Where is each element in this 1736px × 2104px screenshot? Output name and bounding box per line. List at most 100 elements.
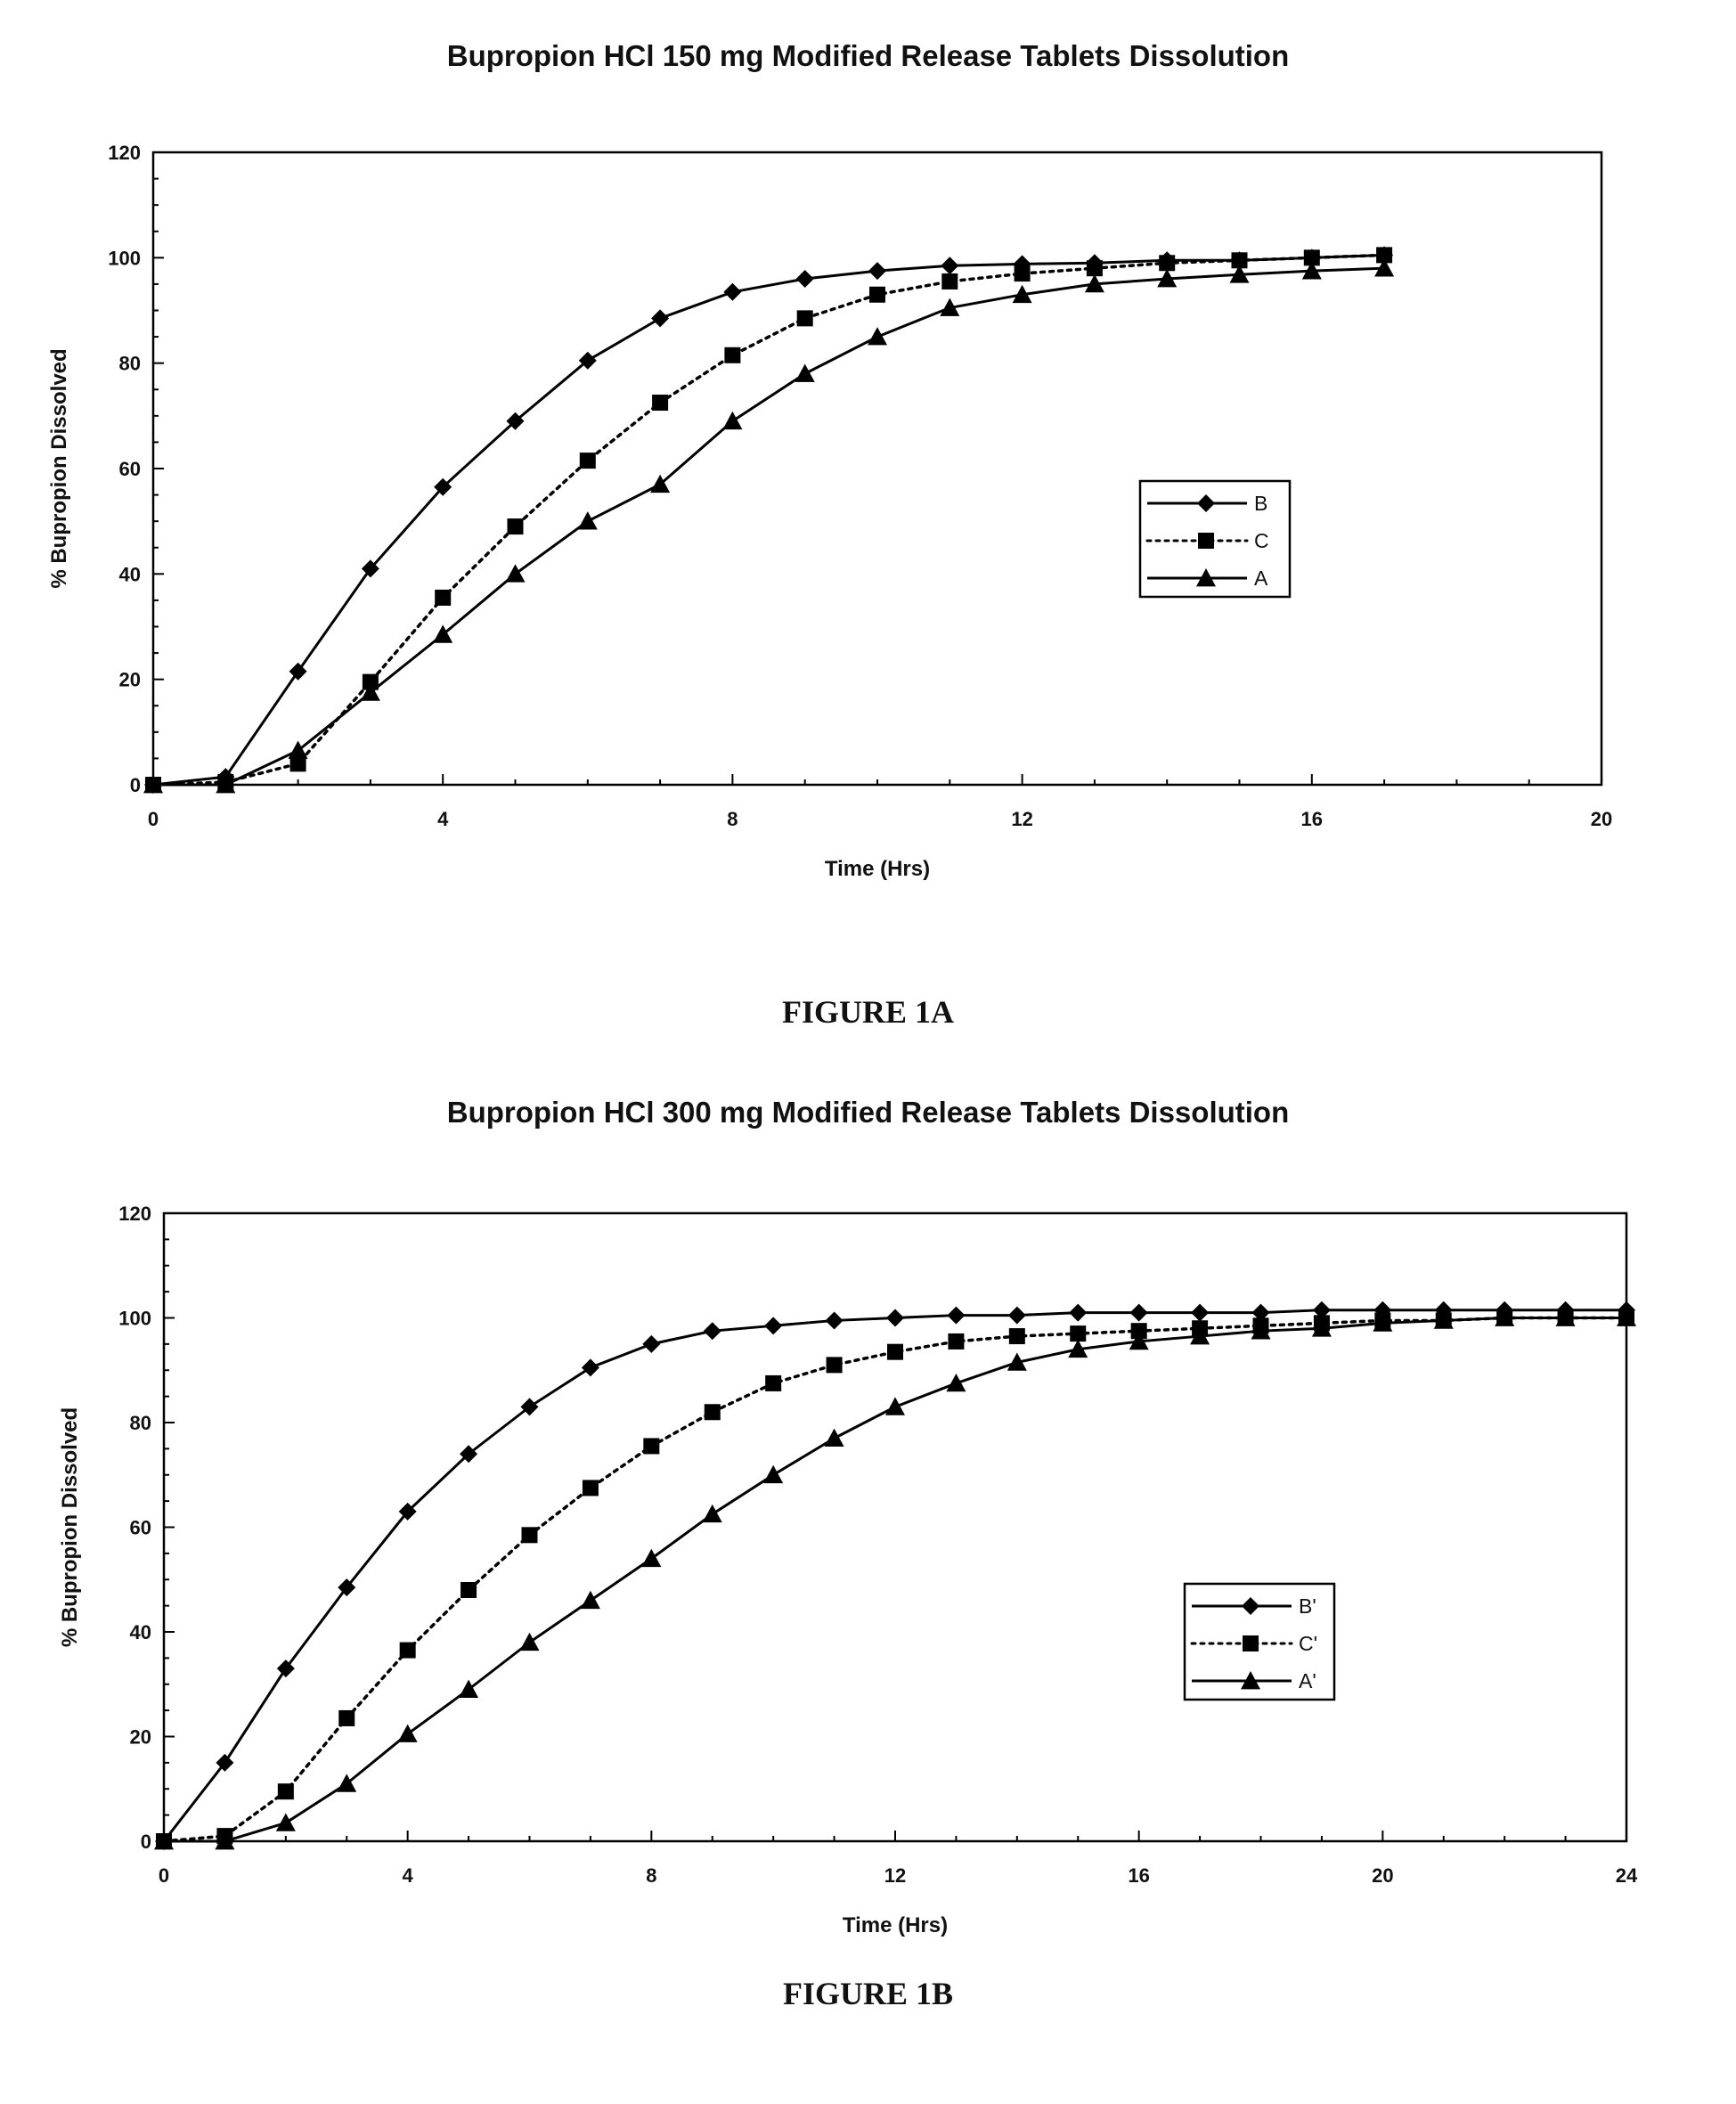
data-point-c xyxy=(887,1343,903,1360)
series-line-c xyxy=(151,253,1386,787)
series-line-c xyxy=(162,1316,1628,1843)
plot-frame xyxy=(162,1211,1628,1843)
data-point-c xyxy=(1376,247,1393,264)
data-point-a xyxy=(360,682,380,701)
y-tick-label: 0 xyxy=(141,1831,151,1853)
legend-marker-c xyxy=(1198,533,1214,549)
series-line-b xyxy=(152,253,1385,787)
data-point-b xyxy=(398,1502,417,1521)
data-point-a xyxy=(824,1428,844,1447)
data-point-c xyxy=(1008,1328,1025,1345)
data-point-c xyxy=(1014,265,1031,282)
data-point-a xyxy=(1129,1331,1149,1350)
data-point-a xyxy=(1190,1326,1210,1345)
legend: B' C' A' xyxy=(1183,1582,1336,1701)
x-tick-label: 12 xyxy=(1011,808,1032,830)
data-point-b xyxy=(886,1309,904,1327)
data-point-b xyxy=(795,270,814,288)
data-point-a xyxy=(580,1590,600,1610)
series-c xyxy=(145,247,1393,793)
data-point-b xyxy=(1007,1306,1026,1325)
y-tick-label: 120 xyxy=(118,1203,151,1225)
data-point-b xyxy=(723,282,742,301)
chart-title-1b: Bupropion HCl 300 mg Modified Release Ta… xyxy=(446,1096,1290,1129)
data-point-c xyxy=(435,589,452,606)
y-tick-label: 40 xyxy=(130,1621,151,1643)
data-point-a xyxy=(650,474,671,493)
y-tick-label: 100 xyxy=(108,247,141,269)
x-tick-label: 4 xyxy=(403,1864,414,1887)
data-point-a xyxy=(1311,1318,1332,1337)
data-point-c xyxy=(643,1438,660,1455)
data-point-a xyxy=(763,1464,784,1484)
y-axis-title: % Bupropion Dissolved xyxy=(47,348,71,588)
data-point-b xyxy=(1251,1303,1270,1322)
data-point-a xyxy=(795,363,815,382)
y-tick-label: 40 xyxy=(119,563,141,585)
data-point-b xyxy=(868,262,886,281)
series-b xyxy=(155,1301,1635,1850)
x-tick-label: 24 xyxy=(1616,1864,1638,1887)
data-point-a xyxy=(275,1813,296,1831)
x-tick-label: 12 xyxy=(884,1864,906,1887)
x-tick-label: 20 xyxy=(1372,1864,1393,1887)
data-point-c xyxy=(338,1709,355,1726)
chart-1a: 0 20 40 60 80 100 120 0 4 8 12 16 20 Time (Hrs) % Bupr… xyxy=(47,142,1612,881)
data-point-b xyxy=(825,1311,844,1330)
figure-caption-1b: FIGURE 1B xyxy=(782,1976,954,2011)
data-point-c xyxy=(1086,260,1103,277)
y-tick-label: 60 xyxy=(130,1517,151,1539)
data-point-a xyxy=(868,327,887,346)
data-point-b xyxy=(460,1445,478,1464)
data-point-b xyxy=(1312,1301,1331,1319)
data-point-c xyxy=(507,518,524,535)
data-point-a xyxy=(946,1373,966,1392)
data-point-c xyxy=(1159,255,1176,272)
data-point-a xyxy=(1495,1308,1515,1326)
data-point-b xyxy=(578,351,597,370)
data-point-c xyxy=(579,453,596,469)
x-tick-label: 16 xyxy=(1128,1864,1149,1887)
data-point-c xyxy=(362,673,379,690)
data-point-a xyxy=(1301,261,1322,280)
x-tick-label: 8 xyxy=(646,1864,656,1887)
data-point-c xyxy=(1130,1323,1147,1340)
data-point-b xyxy=(276,1660,295,1678)
y-axis-title: % Bupropion Dissolved xyxy=(58,1407,82,1647)
data-point-b xyxy=(947,1306,966,1325)
series-c xyxy=(156,1309,1634,1849)
data-point-a xyxy=(505,564,526,583)
x-tick-label: 0 xyxy=(148,808,159,830)
data-point-a xyxy=(702,1504,722,1523)
data-point-a xyxy=(1555,1308,1576,1326)
data-point-a xyxy=(885,1397,905,1415)
data-point-b xyxy=(651,309,670,328)
x-tick-label: 20 xyxy=(1591,808,1612,830)
data-point-a xyxy=(1084,273,1104,293)
y-tick-label: 20 xyxy=(119,669,141,691)
series-a xyxy=(154,1308,1636,1850)
data-point-a xyxy=(154,1831,174,1850)
data-point-b xyxy=(289,662,307,681)
data-point-a xyxy=(433,624,453,643)
data-point-b xyxy=(434,477,452,496)
data-point-a xyxy=(459,1679,479,1698)
data-point-a xyxy=(722,411,743,430)
y-tick-label: 60 xyxy=(119,458,141,480)
y-tick-label: 80 xyxy=(130,1412,151,1434)
data-point-b xyxy=(338,1578,356,1597)
series-line-a xyxy=(164,1317,1626,1843)
data-point-a xyxy=(1012,284,1032,304)
data-point-b xyxy=(581,1358,599,1377)
y-tick-label: 20 xyxy=(130,1726,151,1749)
data-point-a xyxy=(1157,269,1178,288)
data-point-b xyxy=(642,1334,661,1353)
series-line-b xyxy=(162,1309,1626,1842)
legend: BCA xyxy=(1138,479,1292,599)
data-point-c xyxy=(399,1642,416,1659)
data-point-a xyxy=(216,775,236,794)
figure-caption-1a: FIGURE 1A xyxy=(781,994,954,1030)
data-point-c xyxy=(652,395,669,412)
data-point-a xyxy=(1433,1310,1454,1329)
data-point-c xyxy=(796,310,813,327)
